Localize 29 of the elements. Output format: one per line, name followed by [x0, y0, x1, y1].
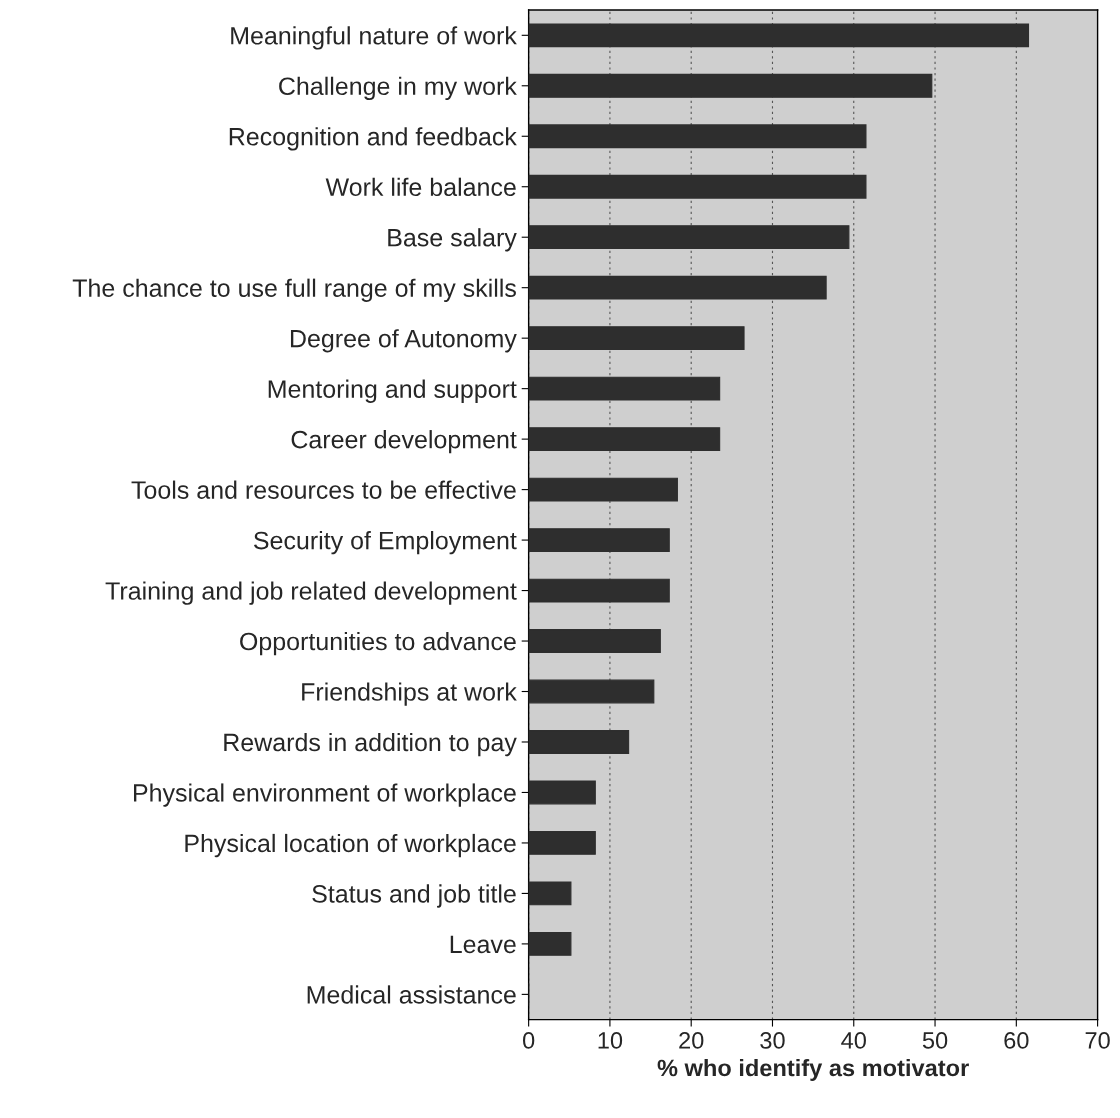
y-tick-label: Status and job title: [312, 884, 516, 908]
x-tick-label: 10: [598, 1032, 623, 1049]
y-tick-label: The chance to use full range of my skills: [72, 278, 516, 302]
y-tick-label: Opportunities to advance: [240, 631, 516, 656]
y-tick-label: Rewards in addition to pay: [224, 732, 517, 757]
x-axis-title: % who identify as motivator: [657, 1058, 969, 1081]
y-tick-label: Training and job related development: [105, 581, 517, 605]
x-tick-label: 20: [679, 1032, 704, 1049]
y-tick-label: Meaningful nature of work: [231, 26, 517, 50]
y-tick-label: Friendships at work: [302, 682, 517, 706]
y-tick-label: Security of Employment: [253, 531, 517, 555]
x-tick-label: 30: [760, 1032, 785, 1049]
y-tick-label: Physical location of workplace: [185, 833, 516, 858]
y-tick-label: Base salary: [388, 228, 517, 252]
x-tick-label: 70: [1085, 1032, 1110, 1049]
x-tick-label: 60: [1004, 1032, 1029, 1049]
x-tick-label: 0: [523, 1032, 535, 1049]
y-tick-label: Challenge in my work: [279, 76, 517, 101]
y-tick-label: Tools and resources to be effective: [131, 480, 516, 499]
x-tick-label: 40: [841, 1032, 866, 1049]
y-tick-label: Degree of Autonomy: [290, 329, 517, 353]
y-tick-label: Work life balance: [325, 177, 516, 197]
x-tick-label: 50: [922, 1032, 948, 1049]
y-tick-label: Recognition and feedback: [229, 127, 517, 151]
y-tick-label: Physical environment of workplace: [134, 783, 516, 807]
y-tick-label: Mentoring and support: [268, 379, 517, 403]
y-tick-label: Medical assistance: [307, 985, 516, 1004]
y-tick-label: Career development: [291, 430, 517, 454]
y-tick-label: Leave: [450, 935, 516, 954]
